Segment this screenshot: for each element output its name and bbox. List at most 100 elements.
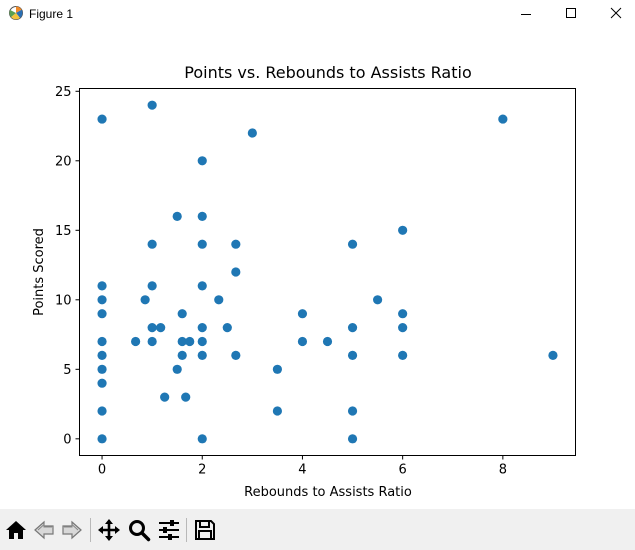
data-point [398, 323, 408, 333]
data-point [231, 350, 241, 361]
home-icon [6, 521, 26, 539]
data-point [97, 350, 107, 361]
data-point [398, 350, 408, 361]
back-button[interactable] [32, 518, 56, 542]
matplotlib-icon [9, 6, 23, 20]
data-point [197, 281, 207, 291]
data-point [231, 239, 241, 249]
data-point [347, 406, 358, 416]
pan-button[interactable] [97, 518, 121, 542]
data-point [297, 309, 308, 319]
configure-subplots-button[interactable] [157, 518, 181, 542]
data-point [398, 225, 408, 235]
data-point [181, 392, 191, 402]
move-icon [98, 519, 120, 541]
data-point [97, 309, 107, 319]
data-point [222, 323, 232, 333]
y-tick-label: 5 [63, 363, 71, 378]
zoom-icon [129, 520, 151, 542]
forward-button[interactable] [60, 518, 84, 542]
x-tick-label: 8 [499, 463, 507, 478]
data-point [197, 350, 207, 361]
data-point [172, 364, 182, 374]
y-tick-label: 25 [55, 85, 72, 100]
data-point [131, 336, 141, 347]
data-point [548, 350, 558, 361]
data-point [147, 239, 157, 249]
zoom-button[interactable] [127, 518, 151, 542]
data-point [160, 392, 170, 402]
maximize-icon [566, 8, 576, 18]
home-button[interactable] [4, 518, 28, 542]
data-point [347, 323, 358, 333]
scatter-chart: Points vs. Rebounds to Assists Ratio 0 2 4… [32, 63, 576, 500]
x-axis-ticks: 0 2 4 6 8 [98, 455, 507, 478]
data-point [272, 406, 282, 416]
data-point [373, 295, 383, 305]
data-point [147, 323, 157, 333]
data-point [97, 281, 107, 291]
data-point [347, 239, 358, 249]
data-point [97, 378, 107, 388]
y-axis-ticks: 0 5 10 15 20 25 [55, 85, 80, 447]
data-point [177, 336, 187, 347]
x-axis-label: Rebounds to Assists Ratio [244, 485, 412, 500]
y-tick-label: 20 [55, 154, 72, 169]
data-point [231, 267, 241, 277]
data-point [398, 309, 408, 319]
data-point [297, 336, 308, 347]
data-point [185, 336, 195, 347]
data-point [147, 336, 157, 347]
data-point [97, 114, 107, 124]
data-point [197, 239, 207, 249]
toolbar-separator [186, 518, 187, 542]
data-point [197, 336, 207, 347]
data-point [97, 295, 107, 305]
data-point [97, 364, 107, 374]
data-point [322, 336, 333, 347]
minimize-icon [521, 14, 531, 15]
data-point [97, 434, 107, 444]
save-icon [195, 520, 215, 540]
data-point [272, 364, 282, 374]
chart-title: Points vs. Rebounds to Assists Ratio [184, 63, 472, 82]
x-tick-label: 2 [198, 463, 206, 478]
data-point [156, 323, 166, 333]
minimize-button[interactable] [503, 0, 549, 28]
data-point [247, 128, 257, 138]
data-point [177, 350, 187, 361]
toolbar-separator [90, 518, 91, 542]
data-point [97, 406, 107, 416]
data-point [214, 295, 224, 305]
forward-arrow-icon [62, 520, 82, 540]
data-point [347, 434, 358, 444]
close-button[interactable] [593, 0, 635, 28]
data-point [197, 323, 207, 333]
data-point [498, 114, 508, 124]
x-tick-label: 4 [298, 463, 306, 478]
save-button[interactable] [193, 518, 217, 542]
figure-canvas[interactable]: Points vs. Rebounds to Assists Ratio 0 2 4… [0, 28, 635, 509]
data-point [97, 336, 107, 347]
maximize-button[interactable] [548, 0, 594, 28]
back-arrow-icon [34, 520, 54, 540]
data-point [140, 295, 150, 305]
title-bar[interactable]: Figure 1 [0, 0, 635, 28]
plot-area-frame [79, 88, 576, 456]
data-point [197, 434, 207, 444]
data-point [197, 156, 207, 166]
data-point [147, 100, 157, 110]
data-point [172, 211, 182, 221]
y-tick-label: 15 [55, 224, 72, 239]
sliders-icon [159, 520, 179, 540]
y-axis-label: Points Scored [32, 228, 47, 316]
window-title: Figure 1 [29, 7, 74, 21]
x-tick-label: 6 [399, 463, 407, 478]
data-points [97, 100, 558, 444]
data-point [197, 211, 207, 221]
y-tick-label: 0 [63, 432, 71, 447]
data-point [177, 309, 187, 319]
x-tick-label: 0 [98, 463, 106, 478]
y-tick-label: 10 [55, 293, 72, 308]
